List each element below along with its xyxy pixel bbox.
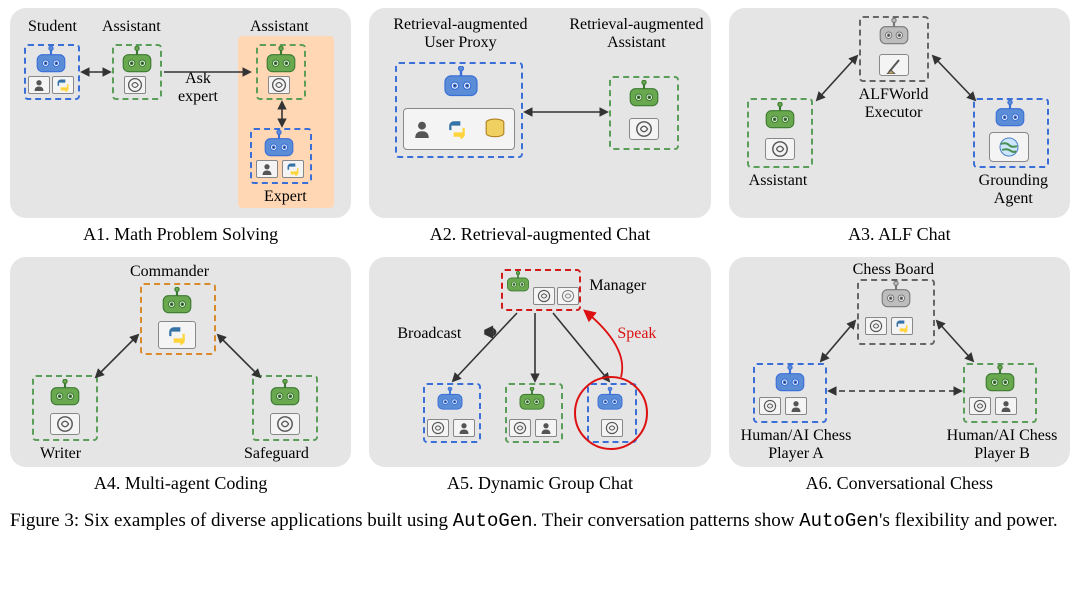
label-manager: Manager bbox=[589, 277, 646, 295]
swirl-chip bbox=[629, 118, 659, 140]
label-grounding: Grounding Agent bbox=[979, 172, 1048, 207]
cell-a5: Manager Broadcast Speak A bbox=[369, 257, 710, 494]
robot-icon bbox=[441, 66, 481, 98]
swirl-chip bbox=[427, 419, 449, 437]
cell-a1: Student Assistant Assistant Ask expert E… bbox=[10, 8, 351, 245]
label-board: Chess Board bbox=[853, 261, 934, 279]
person-chip bbox=[453, 419, 475, 437]
robot-icon bbox=[993, 100, 1027, 128]
label-broadcast: Broadcast bbox=[397, 325, 461, 343]
title-a2: A2. Retrieval-augmented Chat bbox=[430, 224, 650, 245]
panel-a6: Chess Board Human/AI Chess Player A Huma… bbox=[729, 257, 1070, 467]
robot-icon bbox=[879, 281, 913, 309]
label-ask-expert: Ask expert bbox=[178, 70, 218, 105]
figure-caption: Figure 3: Six examples of diverse applic… bbox=[10, 508, 1070, 535]
person-chip bbox=[995, 397, 1017, 415]
python-chip bbox=[282, 160, 304, 178]
robot-icon bbox=[435, 387, 465, 411]
python-icon bbox=[447, 119, 467, 139]
swirl-chip bbox=[601, 419, 623, 437]
robot-icon bbox=[160, 287, 194, 315]
label-speak: Speak bbox=[617, 325, 656, 343]
person-chip bbox=[256, 160, 278, 178]
swirl-chip bbox=[765, 138, 795, 160]
userproxy-tools bbox=[403, 108, 515, 150]
title-a4: A4. Multi-agent Coding bbox=[94, 473, 268, 494]
robot-icon bbox=[48, 379, 82, 407]
robot-icon bbox=[262, 130, 296, 158]
db-icon bbox=[484, 118, 506, 140]
caption-text-1: Figure 3: Six examples of diverse applic… bbox=[10, 510, 453, 531]
label-expert: Expert bbox=[264, 188, 307, 206]
swirl-chip bbox=[124, 76, 146, 94]
swirl-chip bbox=[969, 397, 991, 415]
robot-icon bbox=[595, 387, 625, 411]
python-chip bbox=[158, 321, 196, 349]
robot-icon bbox=[983, 365, 1017, 393]
person-icon bbox=[413, 120, 431, 138]
globe-chip bbox=[989, 132, 1029, 162]
label-userproxy: Retrieval-augmented User Proxy bbox=[393, 16, 527, 51]
swirl-chip bbox=[759, 397, 781, 415]
cell-a4: Commander Writer Safeguard A4. Multi-age… bbox=[10, 257, 351, 494]
swirl-chip bbox=[50, 413, 80, 435]
title-a5: A5. Dynamic Group Chat bbox=[447, 473, 633, 494]
person-chip bbox=[785, 397, 807, 415]
panel-a4: Commander Writer Safeguard bbox=[10, 257, 351, 467]
python-chip bbox=[891, 317, 913, 335]
robot-icon bbox=[877, 18, 911, 46]
caption-text-3: 's flexibility and power. bbox=[879, 510, 1058, 531]
label-student: Student bbox=[28, 18, 77, 36]
panel-a5: Manager Broadcast Speak bbox=[369, 257, 710, 467]
title-a1: A1. Math Problem Solving bbox=[83, 224, 278, 245]
caption-text-2: . Their conversation patterns show bbox=[533, 510, 800, 531]
cell-a6: Chess Board Human/AI Chess Player A Huma… bbox=[729, 257, 1070, 494]
robot-icon bbox=[264, 46, 298, 74]
title-a6: A6. Conversational Chess bbox=[806, 473, 993, 494]
cell-a3: ALFWorld Executor Assistant Grounding Ag… bbox=[729, 8, 1070, 245]
caption-code-2: AutoGen bbox=[799, 510, 879, 532]
swirl-chip bbox=[268, 76, 290, 94]
label-writer: Writer bbox=[40, 445, 81, 463]
figure-grid: Student Assistant Assistant Ask expert E… bbox=[10, 8, 1070, 494]
broom-chip bbox=[879, 54, 909, 76]
swirl-chip bbox=[533, 287, 555, 305]
person-chip bbox=[28, 76, 50, 94]
swirl-chip bbox=[509, 419, 531, 437]
label-assistant: Assistant bbox=[749, 172, 808, 190]
label-playerA: Human/AI Chess Player A bbox=[741, 427, 852, 462]
panel-a3: ALFWorld Executor Assistant Grounding Ag… bbox=[729, 8, 1070, 218]
person-chip bbox=[535, 419, 557, 437]
label-executor: ALFWorld Executor bbox=[859, 86, 929, 121]
robot-icon bbox=[505, 271, 531, 293]
label-assistant: Retrieval-augmented Assistant bbox=[569, 16, 703, 51]
label-playerB: Human/AI Chess Player B bbox=[947, 427, 1058, 462]
swirl-chip bbox=[865, 317, 887, 335]
label-commander: Commander bbox=[130, 263, 209, 281]
robot-icon bbox=[773, 365, 807, 393]
robot-icon bbox=[120, 46, 154, 74]
panel-a2: Retrieval-augmented User Proxy Retrieval… bbox=[369, 8, 710, 218]
label-assistant2: Assistant bbox=[250, 18, 309, 36]
swirl-chip bbox=[270, 413, 300, 435]
megaphone-icon bbox=[481, 321, 503, 346]
python-chip bbox=[52, 76, 74, 94]
robot-icon bbox=[763, 102, 797, 130]
robot-icon bbox=[627, 80, 661, 108]
robot-icon bbox=[517, 387, 547, 411]
title-a3: A3. ALF Chat bbox=[848, 224, 951, 245]
robot-icon bbox=[268, 379, 302, 407]
label-assistant: Assistant bbox=[102, 18, 161, 36]
caption-code-1: AutoGen bbox=[453, 510, 533, 532]
label-safeguard: Safeguard bbox=[244, 445, 309, 463]
swirl-chip bbox=[557, 287, 579, 305]
cell-a2: Retrieval-augmented User Proxy Retrieval… bbox=[369, 8, 710, 245]
robot-icon bbox=[34, 46, 68, 74]
panel-a1: Student Assistant Assistant Ask expert E… bbox=[10, 8, 351, 218]
